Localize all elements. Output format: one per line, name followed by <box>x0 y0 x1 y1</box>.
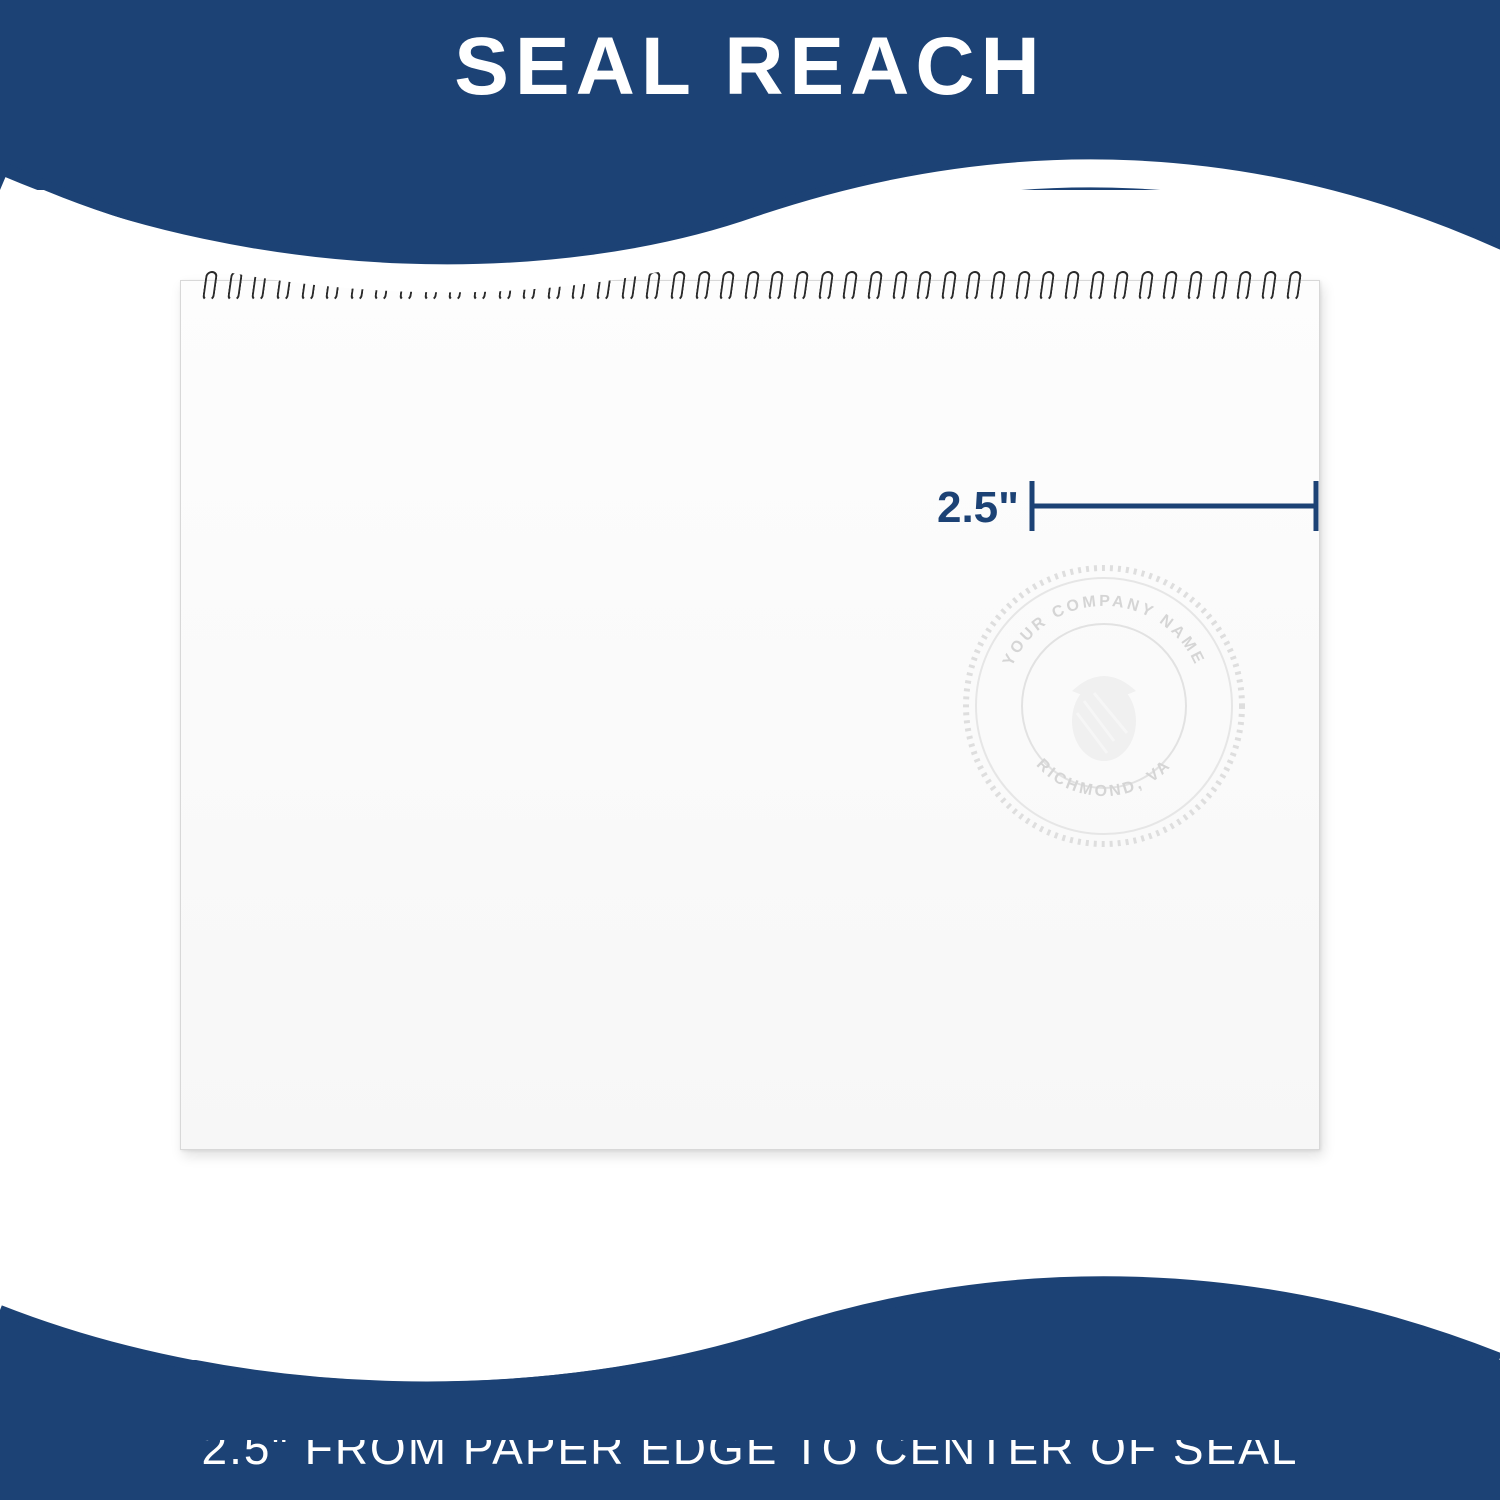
top-wave-decoration <box>0 110 1500 310</box>
notebook-page: 2.5" YOUR COMPANY NAME RICHMOND, VA <box>180 280 1320 1150</box>
bottom-wave-decoration <box>0 1240 1500 1440</box>
embossed-seal: YOUR COMPANY NAME RICHMOND, VA <box>959 561 1249 851</box>
acorn-icon <box>1072 676 1136 761</box>
measurement-label: 2.5" <box>937 483 1019 533</box>
seal-top-text: YOUR COMPANY NAME <box>1000 593 1208 669</box>
header-title: SEAL REACH <box>454 20 1046 114</box>
seal-bottom-text: RICHMOND, VA <box>1033 756 1175 800</box>
measurement-bracket <box>1029 481 1319 531</box>
